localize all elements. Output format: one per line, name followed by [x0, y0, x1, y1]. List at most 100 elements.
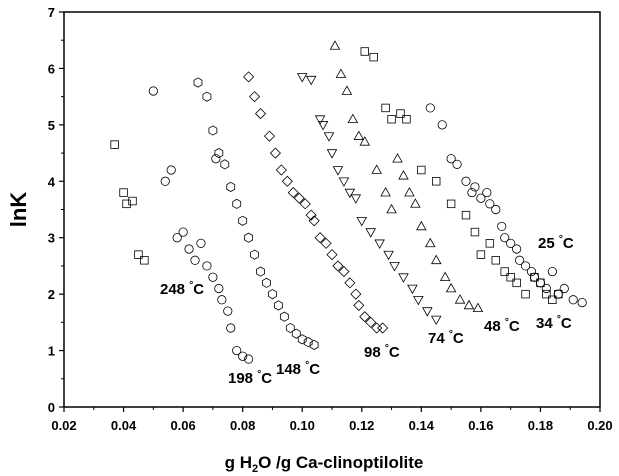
- data-point-34c: [500, 267, 509, 276]
- data-point-248c: [140, 256, 149, 265]
- data-point-34c: [446, 199, 456, 209]
- data-point-48c: [454, 294, 466, 304]
- data-point-198c: [178, 227, 188, 237]
- data-point-148c: [262, 277, 271, 288]
- data-point-34c: [548, 295, 557, 304]
- data-point-198c: [223, 306, 233, 316]
- data-point-34c: [417, 165, 426, 175]
- data-point-34c: [530, 273, 539, 282]
- data-point-74c: [305, 75, 317, 86]
- y-tick-label: 5: [48, 118, 55, 133]
- data-markers: [110, 40, 587, 364]
- data-point-98c: [350, 288, 362, 300]
- data-point-98c: [287, 187, 299, 199]
- data-point-25c: [461, 176, 471, 186]
- data-point-198c: [211, 154, 221, 164]
- data-point-74c: [314, 115, 326, 125]
- x-axis-title: g H2O /g Ca-clinoptilolite: [225, 453, 424, 475]
- data-point-98c: [305, 209, 317, 221]
- plot-frame: [63, 11, 601, 408]
- data-point-198c: [184, 244, 194, 254]
- data-point-25c: [541, 283, 552, 294]
- data-point-34c: [396, 109, 405, 118]
- y-tick-label: 6: [48, 61, 55, 76]
- data-point-48c: [359, 136, 371, 146]
- data-point-198c: [232, 345, 242, 356]
- x-tick-label: 0.04: [111, 418, 137, 433]
- series-label-34c: 34 °C: [536, 314, 572, 332]
- data-point-25c: [512, 244, 522, 254]
- data-point-198c: [172, 233, 182, 243]
- data-point-98c: [344, 277, 356, 289]
- data-point-98c: [293, 192, 305, 204]
- data-point-25c: [485, 199, 495, 209]
- data-point-74c: [389, 262, 400, 272]
- data-point-74c: [374, 239, 385, 249]
- data-point-148c: [244, 232, 254, 243]
- data-point-25c: [547, 266, 557, 277]
- data-point-98c: [353, 299, 365, 311]
- data-point-148c: [291, 328, 301, 339]
- data-point-148c: [208, 125, 218, 136]
- data-point-148c: [238, 215, 248, 226]
- data-point-48c: [439, 271, 451, 282]
- data-point-34c: [491, 256, 500, 265]
- y-tick-label: 3: [48, 231, 55, 246]
- data-point-74c: [430, 315, 442, 326]
- data-point-25c: [526, 266, 537, 277]
- y-tick-label: 2: [48, 287, 55, 302]
- x-tick-label: 0.16: [468, 418, 493, 433]
- data-point-248c: [119, 188, 128, 197]
- data-point-25c: [452, 159, 462, 169]
- x-tick-label: 0.06: [170, 418, 195, 433]
- data-point-98c: [326, 249, 338, 261]
- data-point-198c: [166, 165, 176, 175]
- y-tick-label: 7: [48, 5, 55, 20]
- data-point-48c: [416, 220, 427, 231]
- data-point-98c: [249, 91, 261, 103]
- data-point-34c: [461, 210, 471, 220]
- data-point-98c: [308, 215, 320, 227]
- data-point-74c: [407, 284, 418, 295]
- data-point-98c: [269, 147, 281, 159]
- data-point-98c: [365, 316, 377, 328]
- data-point-74c: [326, 149, 338, 159]
- data-point-48c: [386, 203, 397, 214]
- data-point-48c: [392, 153, 403, 163]
- data-point-98c: [263, 130, 276, 142]
- data-point-74c: [296, 73, 308, 83]
- data-point-48c: [347, 113, 359, 124]
- data-point-34c: [470, 227, 480, 237]
- data-point-198c: [238, 351, 248, 361]
- axes: [59, 11, 601, 412]
- data-point-48c: [410, 198, 421, 208]
- data-point-148c: [303, 337, 313, 348]
- data-point-248c: [128, 196, 137, 206]
- data-point-148c: [274, 300, 283, 311]
- data-point-198c: [217, 295, 227, 305]
- x-tick-label: 0.08: [230, 418, 255, 433]
- data-point-198c: [208, 272, 218, 282]
- data-point-25c: [506, 238, 516, 248]
- data-point-48c: [353, 130, 365, 140]
- data-point-198c: [190, 255, 200, 265]
- data-point-198c: [202, 261, 212, 271]
- data-point-48c: [341, 85, 353, 95]
- data-point-148c: [268, 289, 277, 300]
- data-point-25c: [500, 233, 510, 243]
- data-point-34c: [554, 289, 563, 299]
- data-point-25c: [497, 221, 507, 232]
- data-point-25c: [559, 283, 569, 294]
- series-label-98c: 98 °C: [364, 343, 400, 361]
- y-tick-label: 0: [48, 400, 55, 415]
- data-point-34c: [360, 47, 369, 56]
- data-point-74c: [323, 132, 335, 142]
- series-label-25c: 25 °C: [538, 234, 574, 252]
- data-point-34c: [381, 103, 390, 113]
- data-point-34c: [476, 250, 486, 259]
- data-point-48c: [380, 186, 391, 197]
- data-point-34c: [402, 115, 411, 124]
- data-point-25c: [514, 255, 525, 265]
- data-point-98c: [320, 237, 332, 249]
